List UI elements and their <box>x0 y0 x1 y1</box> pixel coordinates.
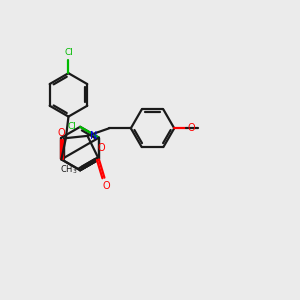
Text: O: O <box>188 123 195 133</box>
Text: O: O <box>102 181 110 190</box>
Text: N: N <box>90 131 97 141</box>
Text: Cl: Cl <box>68 122 76 131</box>
Text: Cl: Cl <box>64 48 73 57</box>
Text: CH$_3$: CH$_3$ <box>60 164 78 176</box>
Text: O: O <box>97 143 105 153</box>
Text: O: O <box>58 128 65 138</box>
